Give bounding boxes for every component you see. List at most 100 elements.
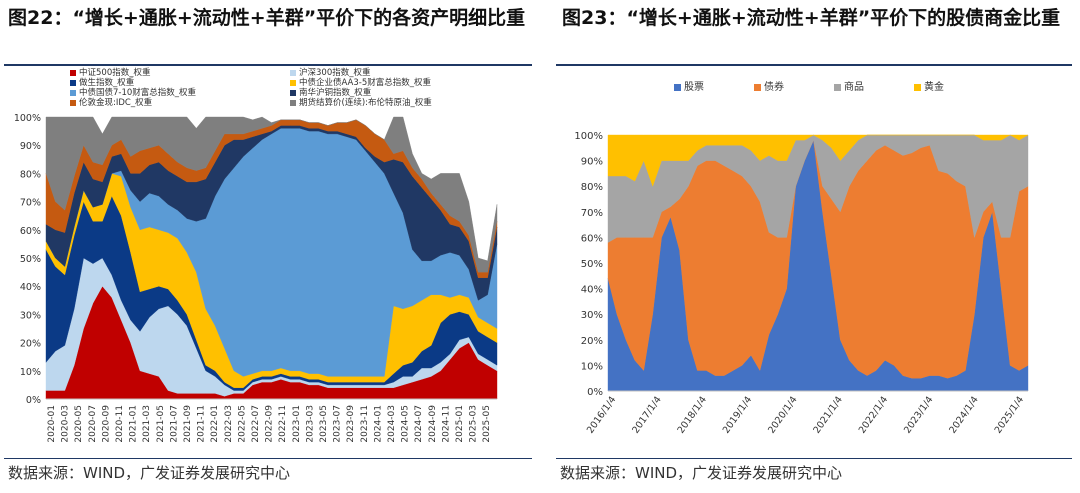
title-rule <box>4 64 532 66</box>
x-tick-label: 2020-01 <box>47 405 57 443</box>
legend-swatch <box>70 80 76 86</box>
legend-label: 中证500指数_权重 <box>79 67 151 78</box>
x-tick-label: 2022-07 <box>251 405 261 443</box>
y-tick-label: 0% <box>587 387 603 398</box>
x-tick-label: 2024-05 <box>401 405 411 443</box>
x-tick-label: 2023-03 <box>305 405 315 443</box>
legend-swatch <box>290 100 296 106</box>
legend-swatch <box>70 100 76 106</box>
x-tick-label: 2022-01 <box>210 405 220 443</box>
y-tick-label: 40% <box>581 285 603 296</box>
x-tick-label: 2022-11 <box>278 405 288 443</box>
series-area-4 <box>607 134 1029 187</box>
y-tick-label: 60% <box>20 226 41 237</box>
y-tick-label: 50% <box>581 259 603 270</box>
x-tick-label: 2022-05 <box>237 405 247 443</box>
chart-title: 图22：“增长+通胀+流动性+羊群”平价下的各资产明细比重 <box>8 7 526 29</box>
legend-label: 债券 <box>764 80 784 93</box>
legend-swatch <box>914 84 921 91</box>
x-tick-label: 2016/1/4 <box>585 394 618 435</box>
y-tick-label: 90% <box>581 157 603 168</box>
x-tick-label: 2021-05 <box>156 405 166 443</box>
x-tick-label: 2023-07 <box>333 405 343 443</box>
x-tick-label: 2025/1/4 <box>993 394 1026 435</box>
x-tick-label: 2017/1/4 <box>630 394 663 435</box>
y-tick-label: 70% <box>581 208 603 219</box>
x-tick-label: 2021-07 <box>169 405 179 443</box>
x-tick-label: 2024-03 <box>387 405 397 443</box>
x-tick-label: 2024-11 <box>441 405 451 443</box>
y-tick-label: 80% <box>581 182 603 193</box>
x-tick-label: 2024/1/4 <box>947 394 980 435</box>
source-note: 数据来源：WIND，广发证券发展研究中心 <box>8 464 291 482</box>
x-tick-label: 2021-11 <box>197 405 207 443</box>
stacked-area-chart-summary: 0% 10% 20% 30% 40% 50% 60% 70% 80% 90% 100% 2016/1/… <box>574 80 1029 436</box>
x-tick-label: 2022-09 <box>265 405 275 443</box>
x-tick-label: 2025-01 <box>455 405 465 443</box>
x-tick-label: 2020-07 <box>88 405 98 443</box>
x-tick-label: 2020-11 <box>115 405 125 443</box>
x-tick-label: 2019/1/4 <box>721 394 754 435</box>
series-area-8 <box>45 116 498 273</box>
x-tick-label: 2020/1/4 <box>766 394 799 435</box>
legend-swatch <box>834 84 841 91</box>
legend-swatch <box>290 90 296 96</box>
legend-label: 沪深300指数_权重 <box>299 67 371 78</box>
title-rule <box>556 64 1072 66</box>
source-rule <box>4 458 532 459</box>
legend-label: 股票 <box>684 81 704 93</box>
chart-panel-left: 图22：“增长+通胀+流动性+羊群”平价下的各资产明细比重 0% 10% 20% 30… <box>4 7 532 482</box>
y-tick-label: 40% <box>20 282 41 293</box>
x-tick-label: 2021-03 <box>142 405 152 443</box>
legend-swatch <box>70 90 76 96</box>
legend-label: 南华沪铜指数_权重 <box>299 87 372 98</box>
legend-swatch <box>290 80 296 86</box>
x-tick-label: 2021-01 <box>129 405 139 443</box>
chart-panel-right: 图23：“增长+通胀+流动性+羊群”平价下的股债商金比重 0% 10% 20% 30%… <box>552 0 1080 493</box>
legend-swatch <box>290 70 296 76</box>
legend-label: 中债企业债AA3-5财富总指数_权重 <box>299 77 432 88</box>
legend-label: 伦敦金现:IDC_权重 <box>79 97 153 108</box>
legend-label: 做生指数_权重 <box>79 77 135 88</box>
legend-label: 商品 <box>844 80 864 93</box>
y-tick-label: 80% <box>20 169 41 180</box>
x-tick-label: 2024-07 <box>414 405 424 443</box>
y-tick-label: 30% <box>581 310 603 321</box>
y-tick-label: 100% <box>14 113 41 124</box>
y-tick-label: 20% <box>581 336 603 347</box>
x-tick-label: 2023-11 <box>360 405 370 443</box>
y-tick-label: 60% <box>581 233 603 244</box>
x-tick-label: 2025-03 <box>469 405 479 443</box>
y-tick-label: 100% <box>574 131 603 142</box>
legend-swatch <box>70 70 76 76</box>
x-tick-label: 2018/1/4 <box>676 394 709 435</box>
x-tick-label: 2020-09 <box>101 405 111 443</box>
x-tick-label: 2021-09 <box>183 405 193 443</box>
y-tick-label: 20% <box>20 339 41 350</box>
x-tick-label: 2024-01 <box>373 405 383 443</box>
legend-label: 黄金 <box>924 80 944 93</box>
x-tick-label: 2025-05 <box>482 405 492 443</box>
x-tick-label: 2020-03 <box>61 405 71 443</box>
x-tick-label: 2023-05 <box>319 405 329 443</box>
y-tick-label: 50% <box>20 254 41 265</box>
x-tick-label: 2023/1/4 <box>902 394 935 435</box>
y-tick-label: 30% <box>20 310 41 321</box>
x-tick-label: 2021/1/4 <box>811 394 844 435</box>
stacked-area-chart-detail: 0% 10% 20% 30% 40% 50% 60% 70% 80% 90% 100% 2020-01… <box>14 67 498 443</box>
y-tick-label: 0% <box>26 395 41 406</box>
source-note: 数据来源：WIND，广发证券发展研究中心 <box>560 464 843 482</box>
source-rule <box>556 458 1072 459</box>
y-tick-label: 10% <box>581 361 603 372</box>
legend-swatch <box>674 84 681 91</box>
legend-swatch <box>754 84 761 91</box>
x-tick-label: 2023-01 <box>292 405 302 443</box>
x-tick-label: 2024-09 <box>428 405 438 443</box>
legend-label: 中债国债7-10财富总指数_权重 <box>79 87 197 98</box>
x-tick-label: 2023-09 <box>346 405 356 443</box>
y-tick-label: 10% <box>20 367 41 378</box>
y-tick-label: 90% <box>20 141 41 152</box>
y-tick-label: 70% <box>20 198 41 209</box>
chart-title: 图23：“增长+通胀+流动性+羊群”平价下的股债商金比重 <box>562 7 1061 29</box>
x-tick-label: 2022-03 <box>224 405 234 443</box>
